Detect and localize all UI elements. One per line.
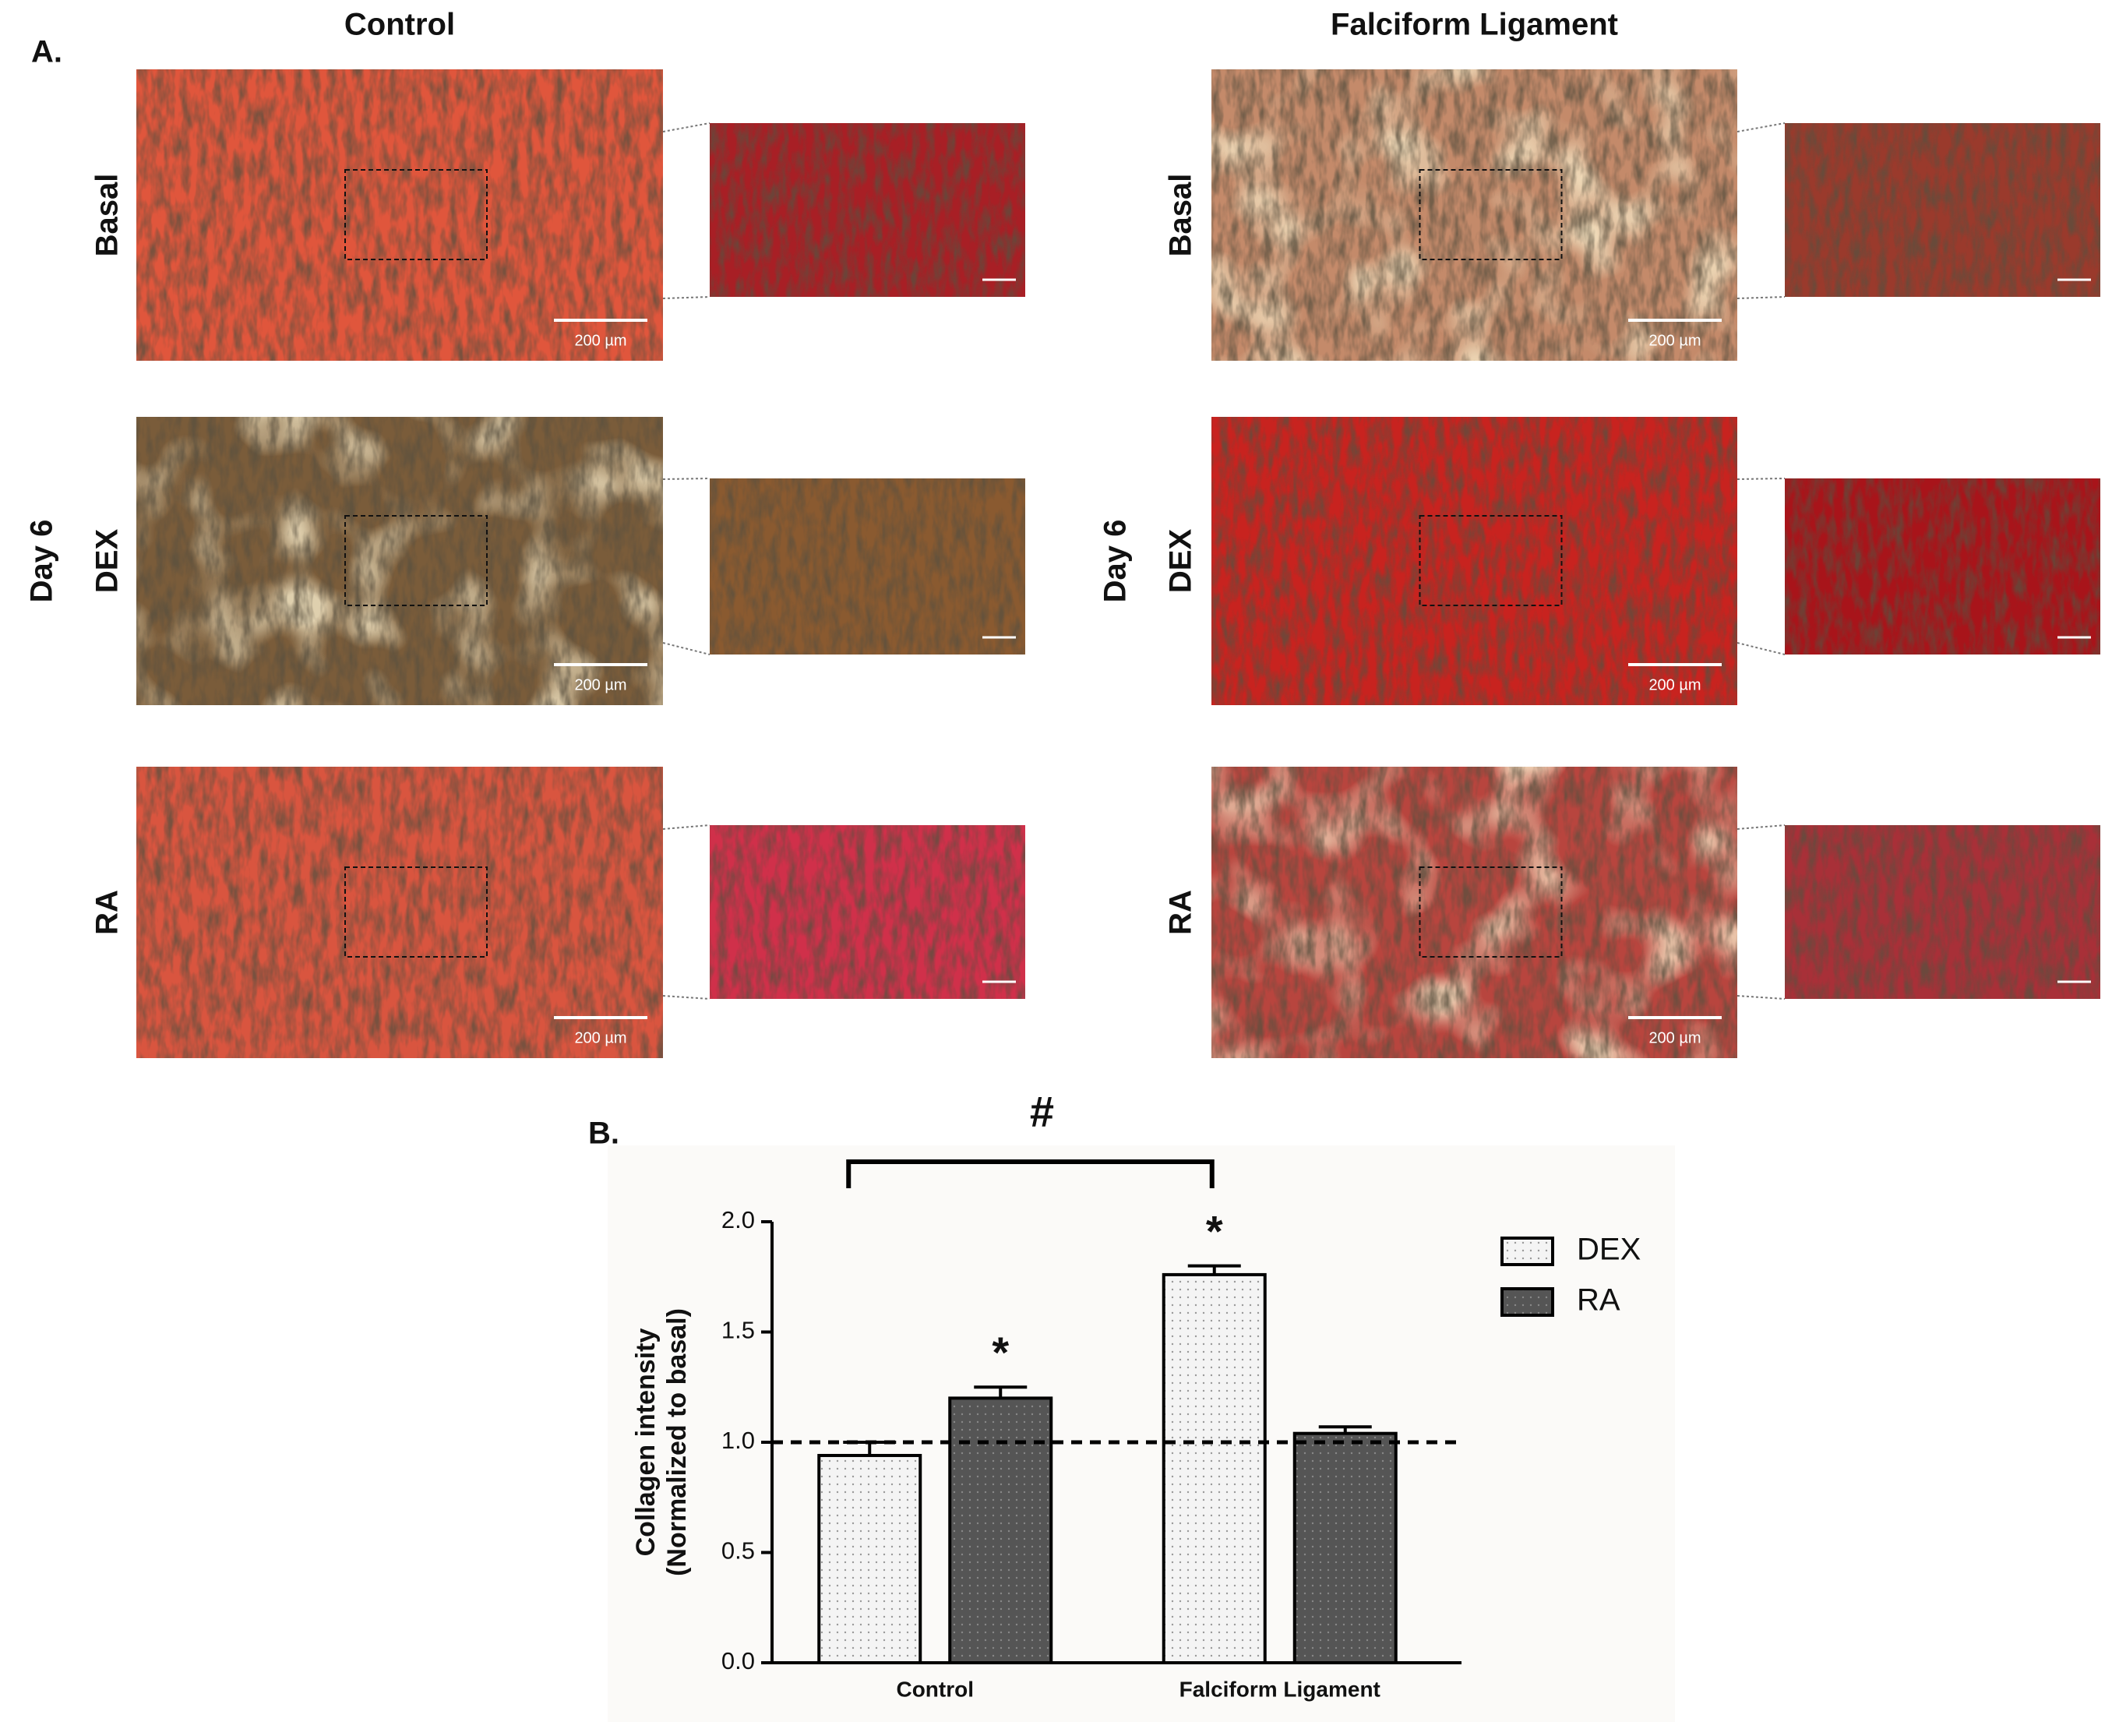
legend-swatch	[1500, 1287, 1554, 1317]
bar	[1162, 1272, 1267, 1665]
x-tick-label: Falciform Ligament	[1179, 1677, 1380, 1701]
connector	[1736, 824, 1786, 830]
micrograph-texture	[136, 69, 663, 361]
y-tick-label: 1.0	[721, 1427, 755, 1454]
micrograph-texture	[1785, 825, 2100, 999]
time-label: Day 6	[1098, 520, 1133, 603]
zoom-box	[344, 515, 488, 606]
row-label: DEX	[90, 529, 125, 594]
panel-label: B.	[588, 1117, 619, 1151]
connector	[662, 296, 710, 299]
row-label: RA	[1164, 890, 1198, 935]
column-title: Control	[344, 8, 455, 42]
scale-bar-label: 200 µm	[1648, 1029, 1701, 1046]
micrograph-pair: 200 µm	[136, 767, 1025, 1058]
scale-bar-label: 200 µm	[1648, 332, 1701, 349]
connector	[1736, 478, 1786, 480]
zoom-box	[1419, 169, 1563, 260]
bracket-label: #	[1030, 1087, 1054, 1136]
micrograph-texture	[1785, 123, 2100, 297]
micrograph-texture	[710, 478, 1025, 655]
micrograph-texture	[1211, 767, 1737, 1058]
row-label: DEX	[1164, 529, 1198, 594]
connector	[662, 122, 710, 132]
micrograph-pair: 200 µm	[1211, 767, 2100, 1058]
significance-mark: *	[992, 1328, 1009, 1377]
y-axis-title: (Normalized to basal)	[662, 1308, 692, 1576]
connector	[662, 995, 710, 1000]
legend-swatch	[1500, 1237, 1554, 1266]
zoom-box	[1419, 866, 1563, 958]
connector	[662, 478, 710, 480]
scale-bar-label: 200 µm	[574, 332, 626, 349]
column-title: Falciform Ligament	[1331, 8, 1618, 42]
y-axis-title: Collagen intensity	[631, 1328, 661, 1557]
micrograph-pair: 200 µm	[1211, 417, 2100, 705]
micrograph-texture	[136, 417, 663, 705]
micrograph-pair: 200 µm	[1211, 69, 2100, 361]
connector	[1736, 642, 1786, 655]
connector	[662, 824, 710, 830]
y-tick-label: 0.0	[721, 1647, 755, 1674]
error-bar	[1187, 1264, 1241, 1275]
panel-label: A.	[31, 35, 62, 69]
x-tick-label: Control	[896, 1677, 974, 1701]
time-label: Day 6	[25, 520, 59, 603]
bar	[1292, 1431, 1398, 1665]
row-label: Basal	[90, 174, 125, 257]
zoom-box	[1419, 515, 1563, 606]
micrograph-pair: 200 µm	[136, 417, 1025, 705]
error-bar	[974, 1385, 1028, 1399]
micrograph-texture	[710, 825, 1025, 999]
bar	[948, 1396, 1053, 1665]
y-tick-label: 0.5	[721, 1537, 755, 1565]
micrograph-texture	[136, 767, 663, 1058]
scale-bar-label: 200 µm	[574, 1029, 626, 1046]
connector	[1736, 995, 1786, 1000]
connector	[662, 642, 710, 655]
micrograph-texture	[710, 123, 1025, 297]
y-tick-label: 2.0	[721, 1206, 755, 1233]
scale-bar-label: 200 µm	[574, 676, 626, 693]
connector	[1736, 296, 1786, 299]
micrograph-pair: 200 µm	[136, 69, 1025, 361]
zoom-box	[344, 169, 488, 260]
row-label: RA	[90, 890, 125, 935]
legend-label: DEX	[1577, 1233, 1641, 1267]
bar	[817, 1453, 922, 1664]
significance-mark: *	[1206, 1206, 1223, 1255]
error-bar	[1318, 1425, 1372, 1434]
legend-label: RA	[1577, 1283, 1620, 1318]
micrograph-texture	[1211, 69, 1737, 361]
micrograph-texture	[1211, 417, 1737, 705]
zoom-box	[344, 866, 488, 958]
micrograph-texture	[1785, 478, 2100, 655]
chart-background	[608, 1145, 1675, 1722]
connector	[1736, 122, 1786, 132]
y-tick-label: 1.5	[721, 1317, 755, 1344]
significance-bracket	[846, 1159, 1215, 1188]
row-label: Basal	[1164, 174, 1198, 257]
scale-bar-label: 200 µm	[1648, 676, 1701, 693]
